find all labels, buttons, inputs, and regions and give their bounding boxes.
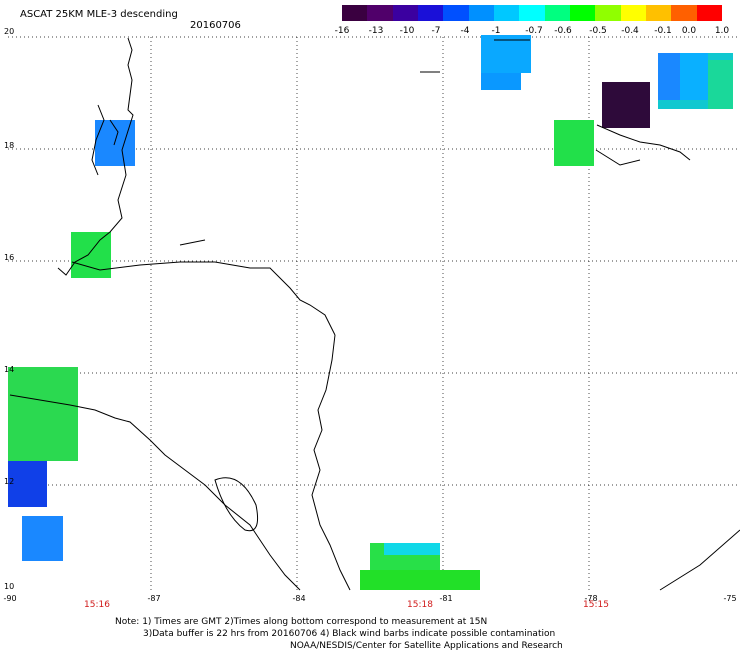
color-scale-swatch [443,5,469,21]
lon-label: -90 [3,594,17,603]
lon-label: -75 [723,594,737,603]
data-patch [658,53,680,100]
time-label: 15:15 [583,600,609,610]
lat-label: 16 [4,253,15,262]
color-scale-swatch [645,5,672,21]
color-scale-ticks: -16 -13 -10 -7 -4 -1 -0.7 -0.6 -0.5 -0.4… [330,26,740,38]
color-tick: -0.7 [525,26,543,36]
color-scale-swatch [367,5,393,21]
data-patch [384,543,440,555]
lat-label: 12 [4,477,15,486]
map-title: ASCAT 25KM MLE-3 descending [20,9,178,20]
data-patch [680,53,708,100]
color-tick: -10 [399,26,415,36]
color-tick: -13 [368,26,384,36]
color-tick: -4 [460,26,470,36]
data-patch [481,73,521,90]
lat-label: 18 [4,141,15,150]
data-patch [602,82,650,128]
data-patch [708,60,733,109]
color-tick: -0.6 [554,26,572,36]
footnote: Note: 1) Times are GMT 2)Times along bot… [115,616,563,652]
color-tick: -7 [431,26,441,36]
color-tick: 1.0 [714,26,730,36]
color-tick: 0.0 [681,26,697,36]
data-patch [71,232,111,278]
data-patch [554,120,594,166]
footnote-line: 3)Data buffer is 22 hrs from 20160706 4)… [143,629,556,639]
wind-data-patches [8,35,733,590]
map-date: 20160706 [190,20,241,31]
data-patch [481,35,531,73]
footnote-line: NOAA/NESDIS/Center for Satellite Applica… [290,641,563,651]
color-scale-bar [342,5,722,21]
color-scale-swatch [392,5,418,21]
color-scale-swatch [620,5,646,21]
color-tick: -16 [334,26,350,36]
lon-label: -84 [292,594,306,603]
footnote-line: Note: 1) Times are GMT 2)Times along bot… [115,617,488,627]
color-tick: -0.5 [589,26,607,36]
data-patch [8,461,47,507]
lon-label: -87 [147,594,161,603]
data-patch [360,570,480,590]
color-tick: -0.1 [654,26,672,36]
color-scale-swatch [493,5,520,21]
color-scale-swatch [595,5,621,21]
color-tick: -1 [491,26,501,36]
lat-label: 14 [4,365,15,374]
color-scale-swatch [519,5,545,21]
time-label: 15:16 [84,600,110,610]
color-scale-swatch [417,5,444,21]
lon-label: -78 [584,594,598,603]
color-scale-swatch [342,5,368,21]
color-scale-swatch [671,5,697,21]
data-patch [8,367,78,461]
color-scale-swatch [569,5,596,21]
color-tick: -0.4 [621,26,639,36]
data-patch [22,516,63,561]
lat-label: 20 [4,27,15,36]
color-scale-swatch [544,5,570,21]
color-scale-swatch [696,5,722,21]
lon-label: -81 [439,594,453,603]
coastlines [9,37,740,591]
color-scale-swatch [468,5,494,21]
lat-label: 10 [4,582,15,591]
time-label: 15:18 [407,600,433,610]
